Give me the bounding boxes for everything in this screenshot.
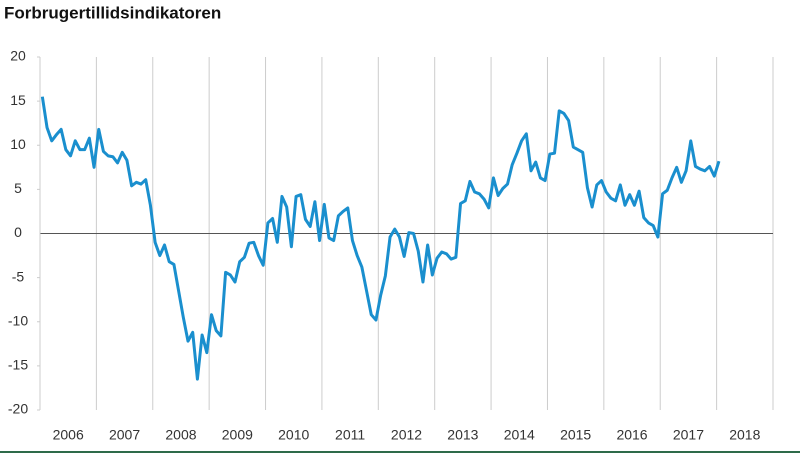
- line-series: [40, 96, 721, 381]
- x-tick-label: 2008: [165, 427, 196, 443]
- y-tick-label: -10: [8, 312, 28, 328]
- chart-title: Forbrugertillidsindikatoren: [4, 3, 221, 22]
- x-tick-label: 2017: [673, 427, 704, 443]
- x-tick-label: 2011: [335, 427, 365, 443]
- y-tick-label: 10: [10, 136, 26, 152]
- x-tick-label: 2013: [447, 427, 478, 443]
- x-tick-label: 2007: [109, 427, 140, 443]
- y-tick-label: 15: [10, 92, 26, 108]
- x-tick-label: 2010: [278, 427, 309, 443]
- x-tick-label: 2015: [560, 427, 591, 443]
- y-tick-label: -5: [12, 268, 25, 284]
- y-tick-label: 5: [14, 180, 22, 196]
- x-tick-label: 2012: [391, 427, 422, 443]
- y-tick-label: -15: [8, 357, 28, 373]
- x-tick-label: 2016: [616, 427, 647, 443]
- x-tick-label: 2009: [222, 427, 253, 443]
- x-tick-label: 2018: [729, 427, 760, 443]
- x-tick-label: 2014: [504, 427, 535, 443]
- y-tick-label: 0: [14, 224, 22, 240]
- y-tick-label: 20: [10, 48, 26, 64]
- x-tick-label: 2006: [53, 427, 84, 443]
- y-tick-label: -20: [8, 401, 28, 417]
